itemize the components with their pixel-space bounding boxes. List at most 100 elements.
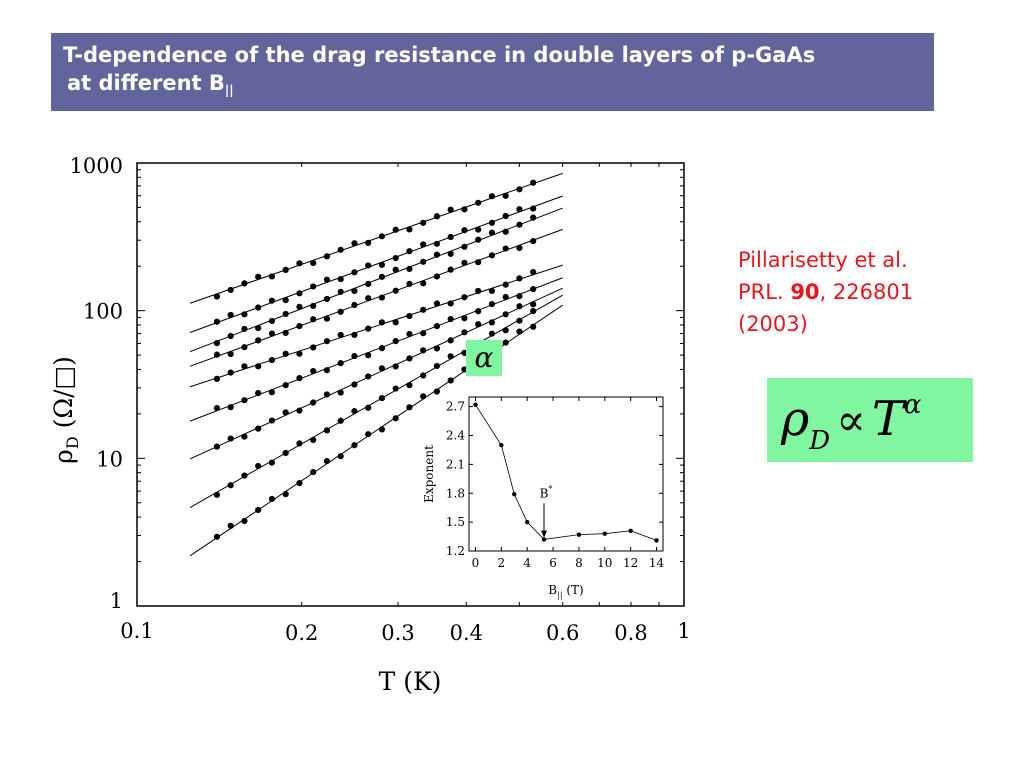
data-point	[227, 369, 234, 376]
inset-y-tick-label: 2.7	[446, 400, 465, 414]
data-point	[392, 385, 399, 392]
y-tick-label: 1000	[70, 154, 123, 178]
main-plot-frame	[136, 162, 685, 607]
inset-annotation-superscript: *	[548, 484, 552, 493]
data-point	[461, 366, 468, 373]
data-point	[420, 347, 427, 354]
formula-rho: ρ	[781, 391, 810, 447]
data-point	[378, 233, 386, 240]
data-point	[433, 273, 441, 280]
data-point	[406, 265, 413, 272]
data-point	[323, 276, 331, 283]
data-point	[475, 287, 482, 295]
formula-proportional: ∝	[836, 395, 866, 446]
data-point	[447, 377, 454, 384]
inset-y-tick-label: 2.1	[446, 457, 465, 471]
data-point	[447, 266, 454, 273]
data-point	[268, 495, 276, 503]
data-point	[433, 388, 441, 395]
data-point	[296, 260, 303, 267]
data-point	[420, 330, 427, 337]
data-point	[406, 330, 413, 338]
citation-journal: PRL. 90, 226801	[738, 276, 913, 308]
data-point	[475, 308, 482, 315]
data-point	[502, 327, 509, 334]
data-point	[241, 325, 248, 333]
data-point	[365, 280, 372, 287]
data-point	[488, 319, 496, 326]
data-point	[310, 283, 317, 290]
x-tick-label: 0.1	[120, 619, 153, 643]
inset-y-axis-label: Exponent	[422, 445, 436, 503]
inset-x-axis-label-unit: (T)	[563, 583, 584, 597]
data-point	[475, 226, 482, 233]
data-point	[241, 397, 248, 404]
data-point	[268, 273, 276, 280]
data-point	[296, 375, 303, 382]
data-point	[310, 259, 317, 267]
data-point	[516, 317, 523, 324]
data-point	[420, 280, 427, 287]
data-point	[255, 324, 262, 332]
data-point	[461, 329, 468, 336]
data-point	[241, 363, 248, 370]
data-point	[461, 227, 468, 234]
data-point	[255, 337, 262, 344]
data-point	[461, 294, 468, 301]
data-point	[213, 375, 221, 382]
data-point	[488, 193, 496, 200]
data-point	[475, 199, 482, 206]
fit-line	[189, 228, 563, 367]
data-point	[337, 331, 344, 339]
inset-data-point	[512, 492, 517, 497]
power-law-formula: ρD ∝ Tα	[767, 378, 973, 462]
data-point	[406, 280, 413, 288]
data-point	[516, 328, 523, 335]
data-point	[516, 206, 523, 213]
data-point	[447, 233, 454, 241]
data-point	[310, 344, 317, 351]
data-point	[378, 365, 386, 372]
data-point	[213, 318, 221, 325]
data-point	[365, 404, 372, 411]
data-point	[488, 287, 496, 294]
data-point	[420, 241, 427, 248]
data-point	[351, 331, 358, 338]
data-point	[461, 315, 468, 322]
data-point	[323, 427, 331, 434]
data-point	[516, 186, 523, 193]
data-point	[296, 303, 303, 310]
inset-x-tick-label: 4	[523, 556, 531, 570]
inset-x-axis-label-subscript: ||	[557, 591, 562, 600]
data-point	[310, 367, 317, 375]
x-tick-label: 0.6	[546, 621, 579, 645]
inset-data-point	[576, 532, 582, 537]
data-point	[406, 355, 413, 362]
data-point	[502, 339, 509, 346]
data-point	[282, 409, 289, 416]
data-point	[488, 252, 496, 259]
data-point	[378, 345, 386, 352]
data-point	[502, 228, 509, 235]
data-point	[268, 417, 276, 424]
data-point	[282, 296, 289, 304]
data-point	[447, 250, 454, 257]
data-point	[475, 259, 482, 266]
data-point	[337, 246, 344, 253]
data-point	[255, 273, 262, 280]
data-point	[433, 240, 441, 247]
data-point	[392, 254, 399, 262]
data-point	[530, 307, 537, 315]
data-point	[227, 350, 234, 358]
data-point	[351, 269, 358, 276]
data-point	[255, 506, 262, 514]
data-point	[227, 522, 234, 529]
data-point	[323, 253, 331, 260]
data-point	[337, 389, 344, 396]
data-point	[406, 382, 413, 389]
data-point	[310, 436, 317, 444]
data-point	[488, 219, 496, 226]
data-point	[227, 332, 234, 340]
slide-title-line2-subscript: ||	[224, 83, 234, 97]
data-point	[406, 404, 413, 411]
